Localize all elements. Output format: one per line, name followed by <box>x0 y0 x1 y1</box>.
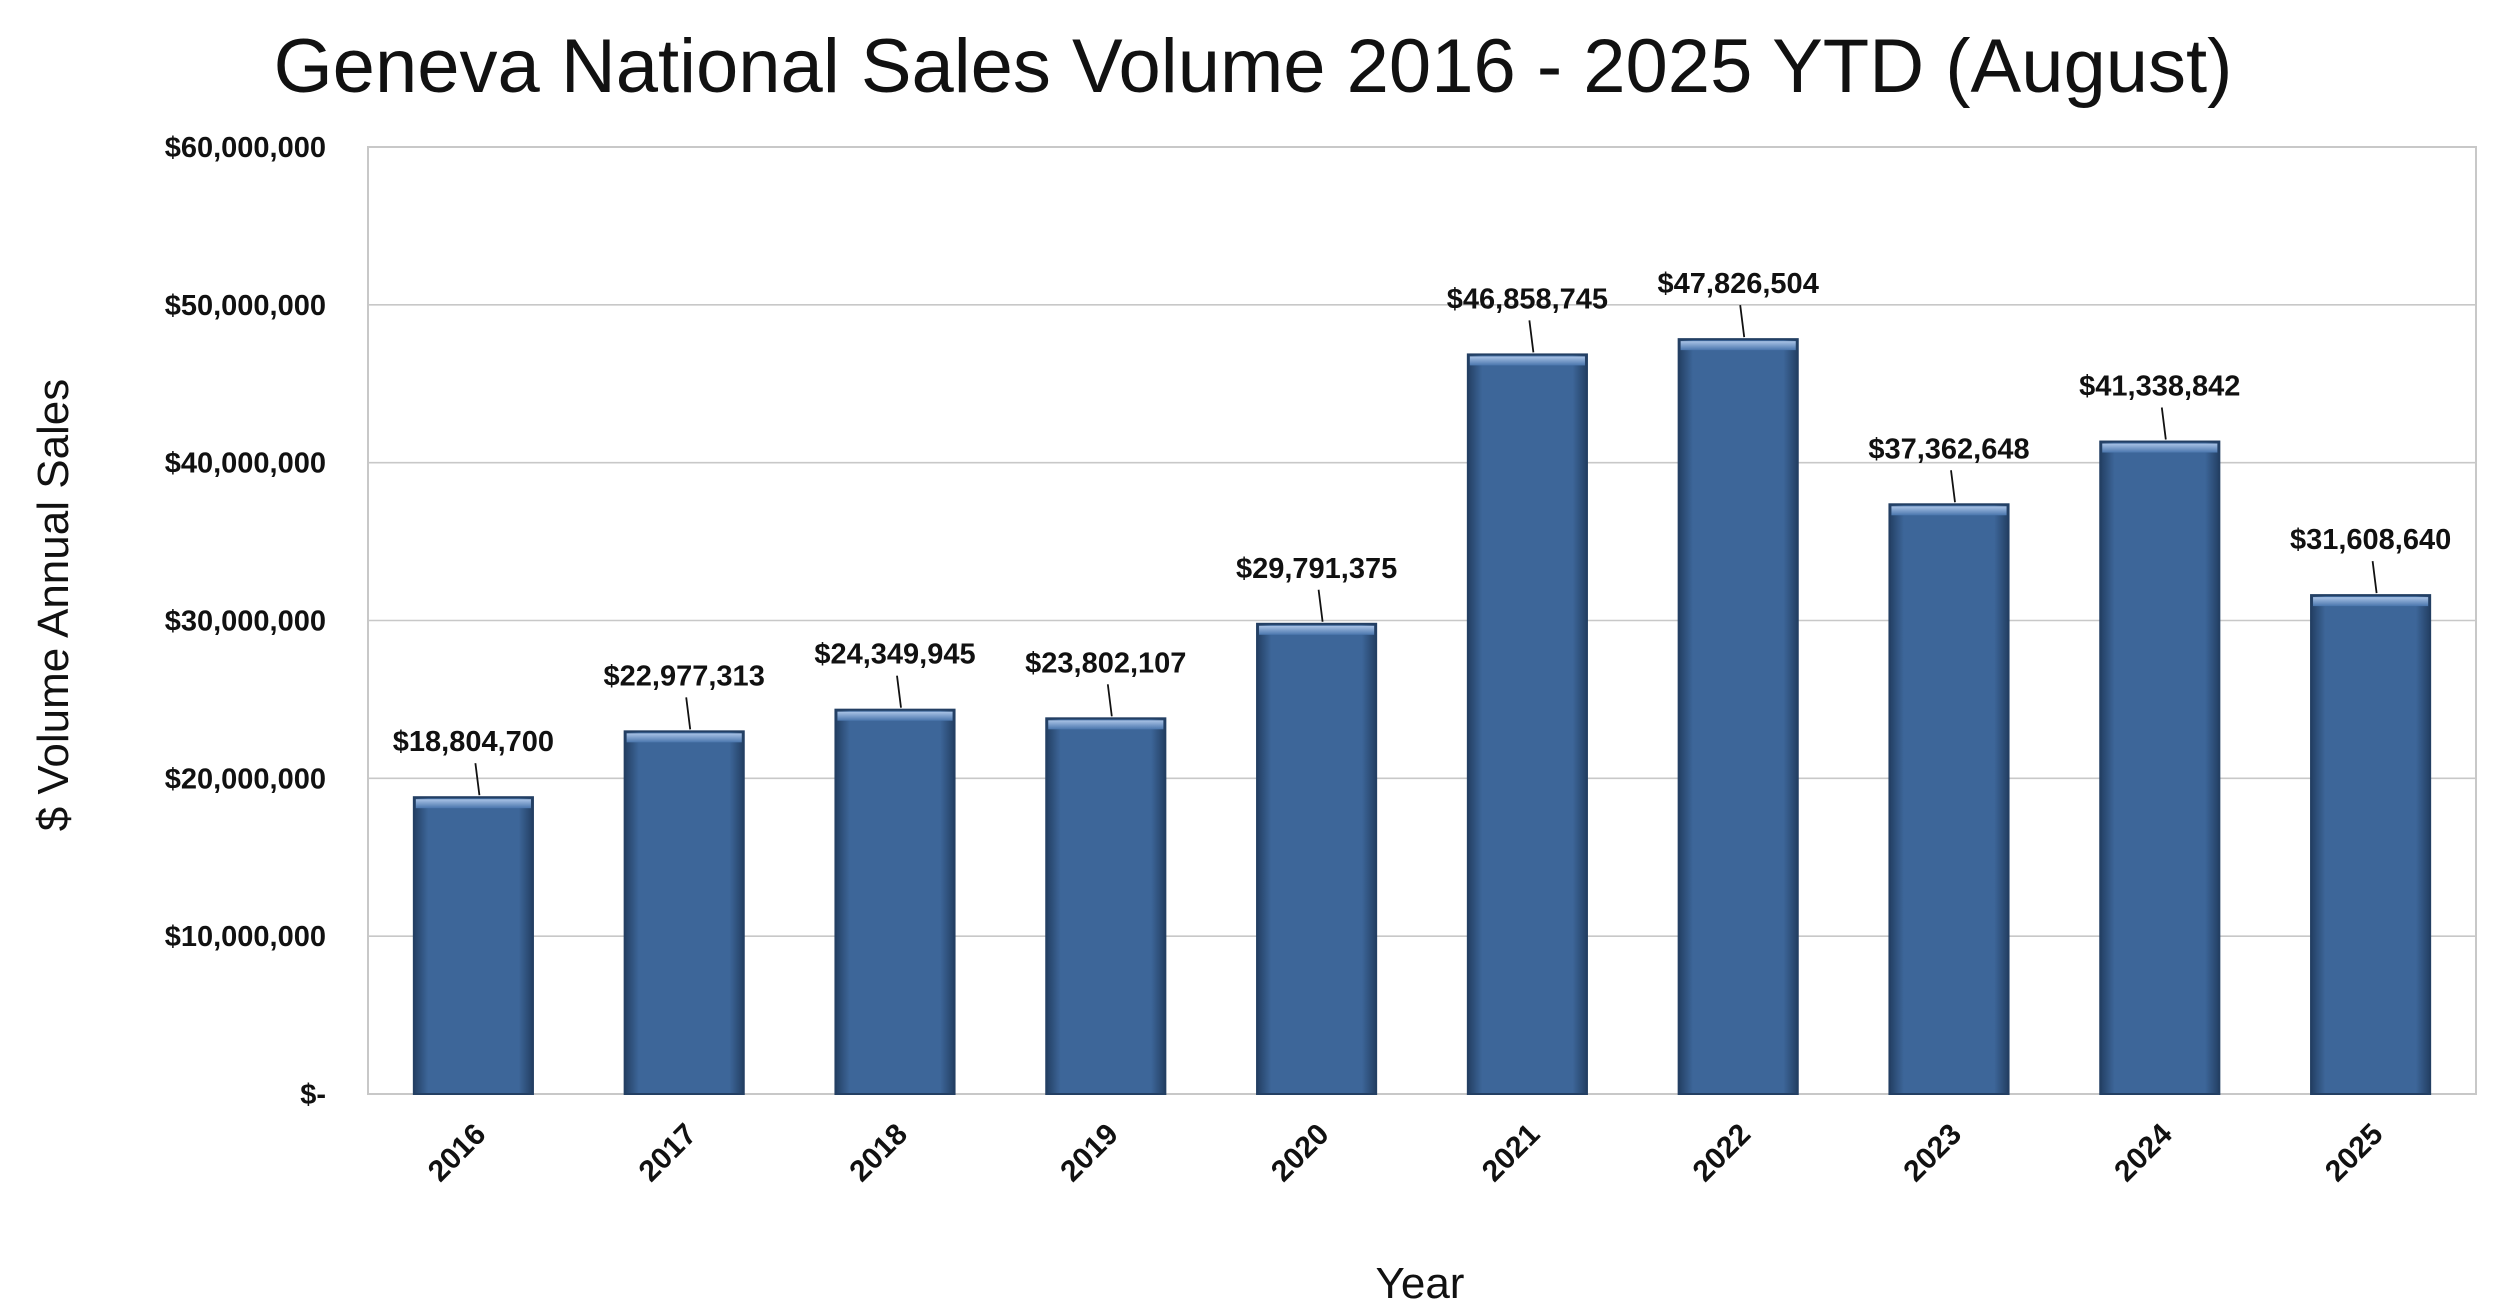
y-tick-label: $50,000,000 <box>165 290 326 322</box>
data-label: $18,804,700 <box>393 726 554 758</box>
x-tick-label: 2025 <box>2319 1118 2390 1189</box>
x-axis-ticks: 2016 2017 2018 2019 2020 2021 2022 2023 2024 2025 <box>422 1117 2390 1188</box>
plot-area <box>367 146 2477 1095</box>
y-axis-title: $ Volume Annual Sales <box>29 379 78 832</box>
bar <box>2310 594 2432 1095</box>
bar <box>623 730 745 1096</box>
y-tick-label: $20,000,000 <box>165 763 326 795</box>
data-label: $41,338,842 <box>2079 371 2240 403</box>
bar <box>834 708 956 1095</box>
data-label-leader <box>2371 560 2378 594</box>
x-tick-label: 2022 <box>1687 1118 1758 1189</box>
data-label-leader <box>1950 470 1956 503</box>
bar <box>2099 440 2221 1095</box>
data-label-leader <box>1106 684 1113 717</box>
bar <box>1256 622 1378 1095</box>
data-label: $47,826,504 <box>1658 268 1819 300</box>
data-label-leader <box>685 697 692 730</box>
data-label: $22,977,313 <box>604 660 765 692</box>
y-axis-ticks: $- $10,000,000 $20,000,000 $30,000,000 $40,0… <box>165 132 326 1111</box>
y-tick-label: $10,000,000 <box>165 921 326 953</box>
bar <box>1045 717 1167 1095</box>
data-label: $29,791,375 <box>1236 553 1397 585</box>
bar <box>1888 503 2010 1096</box>
x-tick-label: 2020 <box>1265 1118 1336 1189</box>
x-tick-label: 2019 <box>1054 1118 1125 1189</box>
y-tick-label: $60,000,000 <box>165 132 326 164</box>
data-label-leader <box>1317 589 1324 622</box>
data-label-leader <box>474 763 481 796</box>
bar <box>1466 353 1588 1096</box>
data-label-leader <box>1528 320 1535 353</box>
x-tick-label: 2018 <box>843 1118 914 1189</box>
data-label: $37,362,648 <box>1868 433 2029 465</box>
data-label-leader <box>1739 305 1746 338</box>
bars <box>412 338 2432 1096</box>
y-tick-label: $30,000,000 <box>165 606 326 638</box>
x-tick-label: 2024 <box>2108 1117 2179 1188</box>
data-label: $23,802,107 <box>1025 647 1186 679</box>
chart-title: Geneva National Sales Volume 2016 - 2025… <box>274 24 2233 109</box>
x-tick-label: 2021 <box>1476 1118 1547 1189</box>
bar <box>412 796 534 1095</box>
data-label: $31,608,640 <box>2290 524 2451 556</box>
x-tick-label: 2017 <box>633 1118 704 1189</box>
data-label: $24,349,945 <box>814 639 975 671</box>
y-tick-label: $- <box>300 1079 326 1111</box>
y-tick-label: $40,000,000 <box>165 448 326 480</box>
data-label-leader <box>2160 407 2167 440</box>
bar <box>1677 338 1799 1095</box>
x-axis-title: Year <box>1376 1259 1465 1308</box>
x-tick-label: 2023 <box>1897 1118 1968 1189</box>
data-labels: $18,804,700 $22,977,313 $24,349,945 $23,802… <box>393 268 2451 796</box>
data-label: $46,858,745 <box>1447 283 1608 315</box>
x-tick-label: 2016 <box>422 1118 493 1189</box>
data-label-leader <box>896 675 902 708</box>
